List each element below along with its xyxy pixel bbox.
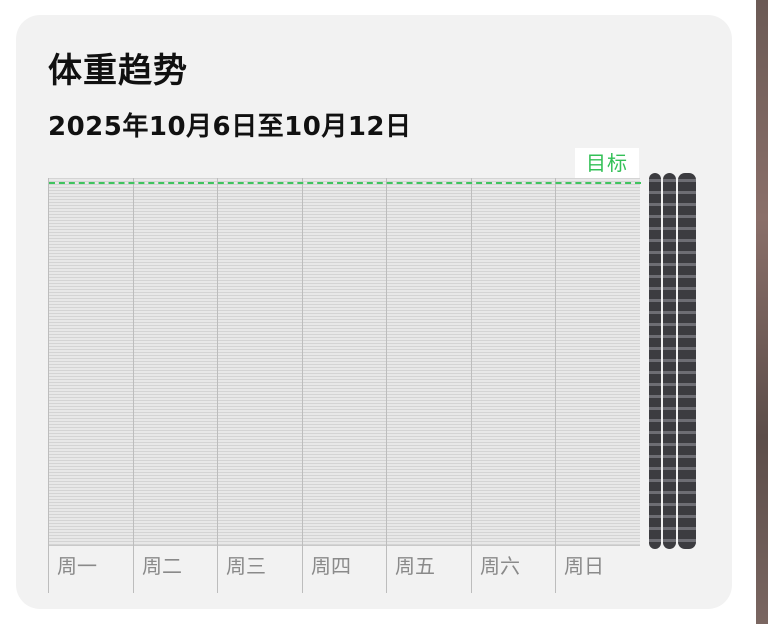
goal-line [49,182,641,184]
background-edge [756,0,768,624]
weight-trend-card: 体重趋势 2025年10月6日至10月12日 目标 周一 周二 周三 周四 周五 周六 周日 [16,15,732,609]
chart-plot-area [48,178,640,546]
x-axis-tick-label: 周日 [564,554,604,578]
goal-label: 目标 [575,148,639,178]
day-divider [133,178,134,593]
x-axis-tick-label: 周五 [395,554,435,578]
x-axis-tick-label: 周一 [57,554,97,578]
day-divider [471,178,472,593]
weight-scale-strip [678,173,696,549]
x-axis-tick-label: 周四 [311,554,351,578]
day-divider [302,178,303,593]
x-axis-tick-label: 周二 [142,554,182,578]
day-divider [48,178,49,593]
weight-scale-strip [649,173,661,549]
date-range: 2025年10月6日至10月12日 [48,112,412,142]
day-divider [217,178,218,593]
x-axis-tick-label: 周六 [480,554,520,578]
weight-scale-strip [663,173,676,549]
day-divider [386,178,387,593]
x-axis-tick-label: 周三 [226,554,266,578]
day-divider [555,178,556,593]
card-title: 体重趋势 [48,51,188,91]
